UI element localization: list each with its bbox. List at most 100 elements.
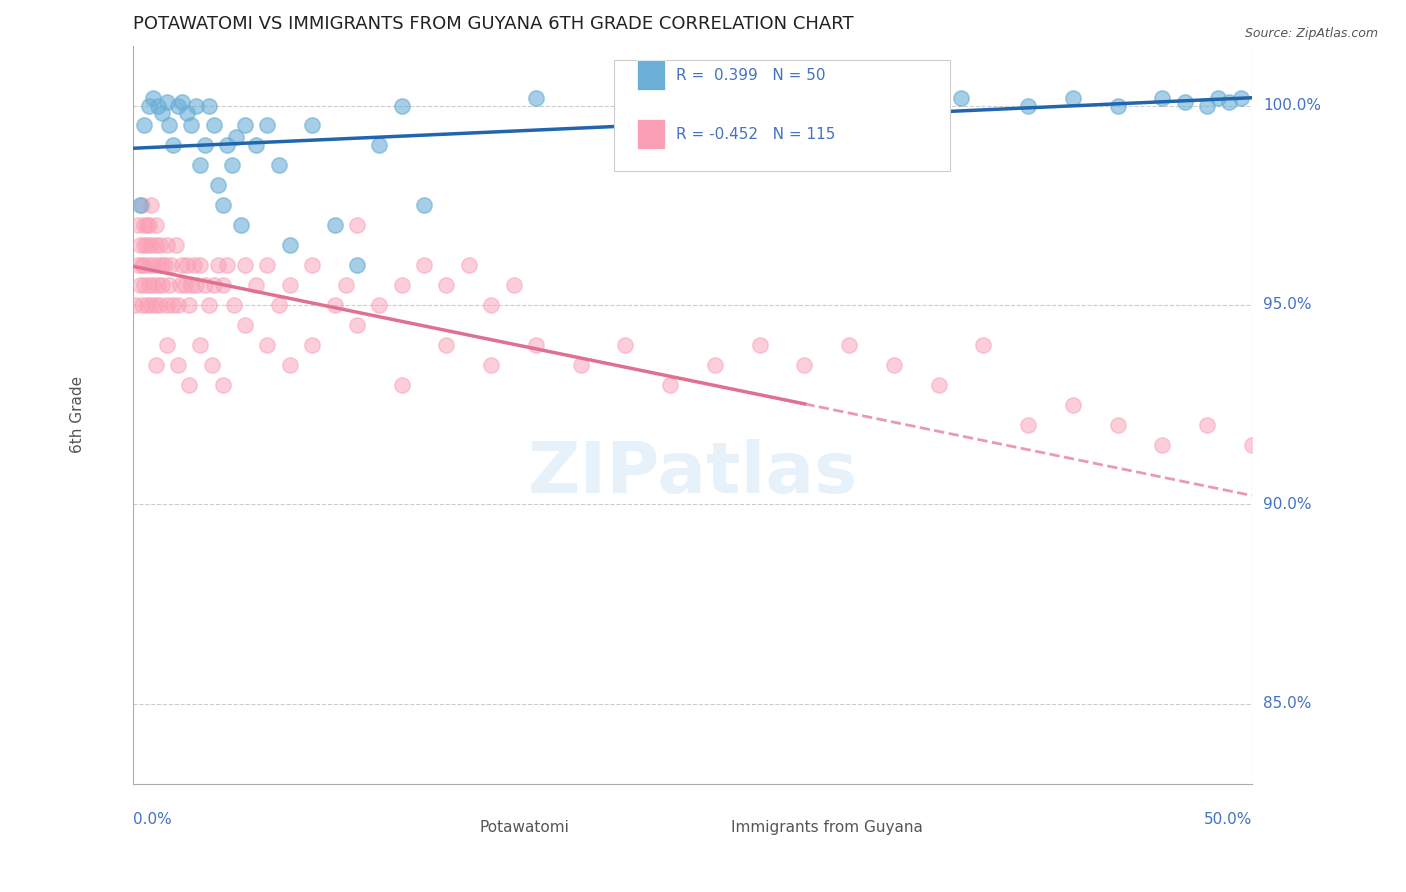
Point — [142, 90, 165, 104]
Point — [614, 95, 637, 109]
Point — [145, 238, 167, 252]
Point — [1240, 437, 1263, 451]
Point — [188, 258, 211, 272]
Point — [184, 98, 207, 112]
Point — [207, 258, 229, 272]
Point — [883, 358, 905, 372]
Text: ZIPatlas: ZIPatlas — [527, 439, 858, 508]
Point — [188, 158, 211, 172]
Point — [436, 338, 458, 352]
Text: 100.0%: 100.0% — [1263, 98, 1322, 113]
Point — [233, 318, 256, 332]
Point — [188, 338, 211, 352]
Point — [457, 258, 479, 272]
Point — [139, 238, 162, 252]
Point — [614, 338, 637, 352]
Point — [222, 298, 245, 312]
Point — [972, 338, 994, 352]
Point — [156, 95, 179, 109]
Point — [1107, 98, 1129, 112]
Point — [127, 258, 149, 272]
Point — [167, 298, 190, 312]
Point — [524, 90, 547, 104]
Point — [167, 358, 190, 372]
Point — [134, 218, 156, 232]
Point — [198, 98, 221, 112]
Point — [202, 119, 225, 133]
Point — [793, 90, 815, 104]
Point — [267, 298, 290, 312]
Point — [1174, 95, 1197, 109]
Point — [145, 218, 167, 232]
Point — [173, 278, 195, 293]
Point — [167, 98, 190, 112]
Point — [145, 298, 167, 312]
Point — [905, 95, 928, 109]
FancyBboxPatch shape — [614, 61, 950, 171]
Text: 0.0%: 0.0% — [134, 812, 172, 827]
Point — [1330, 517, 1353, 532]
Text: 90.0%: 90.0% — [1263, 497, 1312, 512]
Point — [149, 298, 172, 312]
Point — [217, 138, 239, 153]
Point — [198, 298, 221, 312]
Point — [129, 278, 152, 293]
Point — [162, 298, 184, 312]
Point — [180, 119, 202, 133]
Point — [1062, 90, 1084, 104]
Point — [368, 298, 391, 312]
Point — [169, 278, 191, 293]
Point — [127, 218, 149, 232]
Point — [131, 298, 153, 312]
Point — [949, 90, 972, 104]
Point — [131, 198, 153, 212]
Text: Potawatomi: Potawatomi — [479, 821, 569, 836]
Point — [194, 278, 217, 293]
Point — [436, 278, 458, 293]
Point — [346, 318, 368, 332]
Point — [301, 119, 323, 133]
Point — [413, 258, 436, 272]
Point — [233, 258, 256, 272]
Text: R = -0.452   N = 115: R = -0.452 N = 115 — [676, 127, 835, 142]
Point — [146, 258, 169, 272]
Point — [1263, 458, 1285, 472]
Point — [346, 218, 368, 232]
Point — [135, 298, 157, 312]
Point — [335, 278, 357, 293]
Text: 50.0%: 50.0% — [1204, 812, 1251, 827]
Point — [413, 198, 436, 212]
Point — [142, 278, 165, 293]
Point — [211, 377, 233, 392]
Point — [368, 138, 391, 153]
Point — [211, 198, 233, 212]
Point — [569, 358, 592, 372]
Point — [184, 278, 207, 293]
Point — [1017, 98, 1039, 112]
Point — [150, 258, 173, 272]
Point — [1398, 577, 1406, 591]
Text: 85.0%: 85.0% — [1263, 697, 1312, 712]
Point — [124, 298, 146, 312]
Point — [146, 278, 169, 293]
Point — [1107, 417, 1129, 432]
Point — [323, 298, 346, 312]
Point — [202, 278, 225, 293]
Point — [146, 98, 169, 112]
Point — [138, 278, 160, 293]
Point — [129, 198, 152, 212]
Point — [245, 278, 267, 293]
FancyBboxPatch shape — [637, 120, 665, 149]
Point — [207, 178, 229, 193]
Point — [134, 278, 156, 293]
Point — [659, 98, 682, 112]
FancyBboxPatch shape — [637, 61, 665, 90]
Point — [217, 258, 239, 272]
Point — [659, 377, 682, 392]
Point — [1375, 558, 1398, 572]
Point — [267, 158, 290, 172]
Point — [323, 218, 346, 232]
Point — [138, 218, 160, 232]
Point — [157, 119, 180, 133]
Point — [156, 238, 179, 252]
